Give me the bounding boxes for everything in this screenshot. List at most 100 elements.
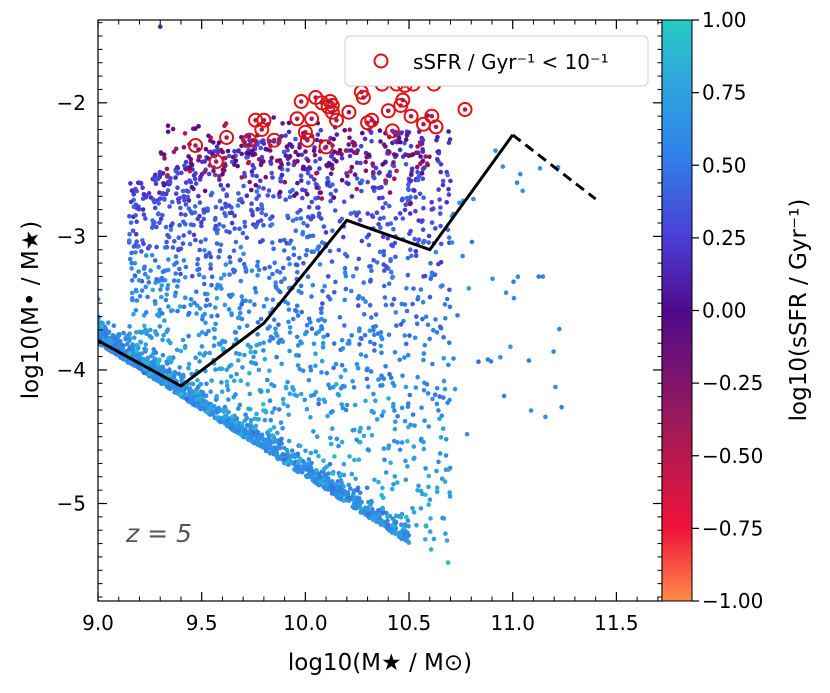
galaxy-point [237, 325, 242, 330]
galaxy-point [171, 278, 177, 283]
galaxy-point [173, 254, 179, 259]
galaxy-point [383, 302, 389, 308]
quenched-point [400, 97, 406, 103]
galaxy-point [331, 341, 337, 346]
galaxy-point [339, 402, 345, 407]
galaxy-point [214, 410, 219, 415]
galaxy-point [426, 233, 432, 239]
galaxy-point [415, 177, 421, 183]
galaxy-point [296, 152, 301, 158]
galaxy-point [269, 445, 275, 450]
galaxy-point [249, 268, 255, 274]
galaxy-point [138, 366, 143, 372]
galaxy-point [400, 216, 406, 221]
galaxy-point [391, 226, 396, 232]
galaxy-point [389, 269, 394, 275]
galaxy-point [390, 380, 396, 386]
galaxy-point [250, 138, 256, 143]
galaxy-point [297, 456, 303, 462]
galaxy-point [181, 233, 186, 238]
galaxy-point [543, 414, 548, 420]
galaxy-point [170, 199, 175, 205]
galaxy-point [183, 202, 189, 207]
galaxy-point [445, 560, 451, 565]
galaxy-point [166, 368, 171, 374]
galaxy-point [376, 222, 381, 227]
galaxy-point [345, 173, 350, 179]
galaxy-point [333, 279, 338, 285]
galaxy-point [139, 351, 144, 356]
galaxy-point [272, 406, 277, 411]
galaxy-point [385, 518, 390, 523]
galaxy-point [394, 513, 399, 519]
galaxy-point [407, 211, 413, 216]
galaxy-point [319, 310, 324, 316]
galaxy-point [143, 284, 149, 290]
galaxy-point [408, 247, 413, 252]
galaxy-point [412, 423, 417, 428]
galaxy-point [357, 217, 363, 223]
galaxy-point [426, 473, 432, 479]
galaxy-point [198, 239, 204, 244]
galaxy-point [420, 299, 426, 305]
galaxy-point [346, 142, 352, 147]
galaxy-point [329, 483, 334, 488]
galaxy-point [164, 244, 170, 250]
galaxy-point [144, 310, 149, 315]
galaxy-point [318, 190, 324, 195]
galaxy-point [422, 165, 427, 170]
galaxy-point [287, 325, 293, 330]
galaxy-point [279, 279, 284, 285]
quenched-marker [188, 138, 203, 153]
galaxy-point [177, 365, 182, 370]
quenched-point [346, 109, 352, 115]
galaxy-point [352, 427, 357, 433]
galaxy-point [337, 315, 343, 320]
galaxy-point [310, 214, 316, 220]
galaxy-point [188, 209, 194, 214]
galaxy-point [259, 210, 265, 216]
galaxy-point [183, 275, 188, 280]
galaxy-point [352, 150, 357, 155]
galaxy-point [213, 367, 218, 372]
galaxy-point [259, 388, 264, 394]
galaxy-point [374, 417, 380, 422]
x-tick-label: 9.0 [82, 611, 114, 635]
galaxy-point [354, 213, 359, 218]
galaxy-point [446, 192, 452, 197]
galaxy-point [188, 302, 193, 308]
galaxy-point [187, 168, 193, 174]
galaxy-point [196, 266, 202, 272]
galaxy-point [436, 459, 441, 465]
galaxy-point [211, 140, 216, 145]
galaxy-point [239, 294, 245, 299]
galaxy-point [156, 211, 161, 216]
scatter-points [98, 24, 564, 565]
galaxy-point [403, 152, 408, 157]
galaxy-point [160, 171, 166, 176]
galaxy-point [244, 235, 250, 240]
galaxy-point [270, 271, 275, 277]
galaxy-point [226, 397, 231, 402]
galaxy-point [311, 392, 317, 398]
galaxy-point [302, 462, 308, 467]
galaxy-point [434, 138, 439, 143]
galaxy-point [341, 234, 346, 240]
galaxy-point [236, 406, 241, 411]
galaxy-point [134, 239, 139, 244]
galaxy-point [349, 164, 355, 170]
galaxy-point [444, 296, 450, 302]
galaxy-point [196, 272, 202, 278]
galaxy-point [127, 324, 132, 329]
quenched-point [408, 113, 414, 119]
galaxy-point [328, 441, 334, 447]
galaxy-point [393, 310, 399, 315]
galaxy-point [129, 250, 134, 256]
galaxy-point [209, 378, 214, 383]
galaxy-point [438, 169, 444, 175]
x-axis-label: log10(M★ / M⊙) [288, 650, 472, 676]
galaxy-point [229, 312, 234, 318]
galaxy-point [279, 361, 285, 367]
quenched-point [298, 99, 304, 104]
galaxy-point [160, 212, 165, 218]
